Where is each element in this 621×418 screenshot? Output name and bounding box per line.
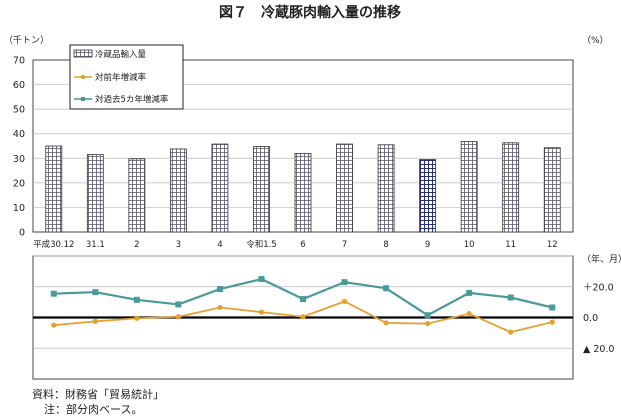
y-tick-label: 20	[13, 178, 25, 189]
five-year-point	[216, 286, 223, 293]
bar	[86, 154, 104, 233]
legend-swatch-bar	[73, 49, 93, 58]
x-tick-label: 3	[176, 240, 181, 250]
bar	[419, 159, 437, 233]
legend-label-bar: 冷蔵品輸入量	[95, 49, 147, 60]
source-note: 資料：財務省「貿易統計」	[32, 387, 164, 401]
y2-tick-label: ▲ 20.0	[583, 344, 614, 355]
x-tick-label: 4	[217, 240, 222, 250]
legend: 冷蔵品輸入量 対前年増減率 対過去5カ年増減率	[69, 44, 184, 110]
bar	[502, 142, 520, 233]
yoy-point	[549, 319, 555, 325]
five-year-point	[258, 276, 265, 283]
yoy-point	[217, 304, 223, 311]
bar	[543, 147, 561, 233]
x-tick-label: 6	[300, 240, 305, 250]
yoy-point	[466, 311, 472, 317]
x-tick-label: 7	[342, 240, 347, 250]
x-tick-label: 31.1	[86, 240, 105, 250]
legend-label-5yr: 対過去5カ年増減率	[95, 94, 169, 105]
five-year-point	[133, 296, 140, 303]
five-year-point	[424, 312, 431, 319]
footnote: 注：部分肉ベース。	[44, 402, 142, 416]
x-tick-label: 平成30.12	[33, 239, 74, 250]
bar	[294, 152, 312, 233]
yoy-point	[341, 298, 348, 304]
legend-marker-5yr	[81, 97, 85, 101]
y2-tick-label: 0.0	[583, 313, 598, 324]
five-year-point	[341, 279, 348, 286]
bar	[460, 141, 478, 233]
x-tick-label: 2	[134, 240, 139, 250]
bar	[377, 144, 395, 233]
yoy-point	[508, 329, 514, 335]
legend-label-yoy: 対前年増減率	[95, 72, 147, 83]
y-tick-label: 0	[19, 228, 25, 239]
y-tick-label: 60	[13, 80, 25, 91]
five-year-point	[466, 289, 473, 296]
y-tick-label: 70	[13, 56, 25, 67]
five-year-point	[300, 296, 306, 303]
yoy-point	[383, 320, 389, 326]
five-year-point	[549, 304, 556, 311]
legend-marker-yoy	[80, 74, 86, 80]
y2-tick-label: ＋20.0	[583, 282, 614, 293]
yoy-point	[258, 309, 265, 315]
right-axis-unit: （%）	[582, 35, 609, 46]
chart-title: 図７ 冷蔵豚肉輸入量の推移	[219, 4, 401, 21]
bar	[128, 158, 146, 233]
bar	[211, 143, 229, 233]
x-tick-label: 10	[464, 240, 475, 250]
y-tick-label: 50	[13, 105, 25, 116]
yoy-point	[51, 322, 57, 328]
x-tick-label: 令和1.5	[246, 239, 277, 250]
x-tick-label: 9	[425, 240, 430, 250]
five-year-point	[383, 285, 390, 292]
bar	[253, 146, 270, 233]
five-year-point	[92, 289, 99, 296]
bar	[169, 148, 187, 233]
yoy-point	[175, 314, 181, 320]
bar	[336, 143, 353, 233]
x-tick-label: 8	[383, 240, 388, 250]
x-tick-label: 12	[547, 240, 558, 250]
left-axis-unit: （千トン）	[4, 35, 49, 46]
yoy-point	[134, 315, 140, 321]
yoy-point	[300, 314, 306, 320]
five-year-point	[507, 294, 514, 301]
yoy-point	[92, 318, 98, 324]
five-year-point	[175, 301, 182, 308]
five-year-point	[50, 290, 57, 297]
x-tick-label: 11	[505, 240, 516, 250]
y-tick-label: 10	[13, 203, 25, 214]
y-tick-label: 40	[13, 129, 25, 140]
x-axis-unit: （年、月）	[582, 253, 621, 265]
bar	[45, 145, 63, 233]
yoy-point	[425, 321, 431, 327]
y-tick-label: 30	[13, 154, 25, 165]
